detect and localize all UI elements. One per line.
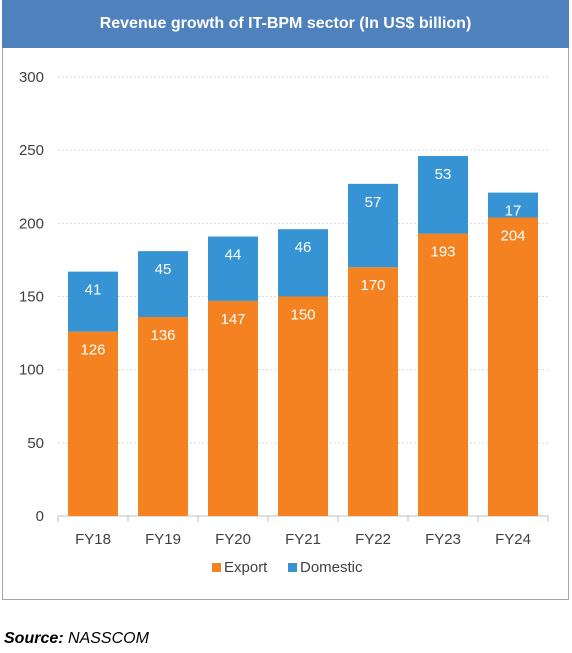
bar-export-fy21 [278, 296, 328, 516]
data-label-export-fy23: 193 [430, 244, 455, 261]
data-label-domestic-fy21: 46 [295, 239, 312, 256]
x-tick-label-fy20: FY20 [215, 531, 251, 548]
data-label-domestic-fy24: 17 [505, 203, 522, 220]
bar-export-fy22 [348, 267, 398, 516]
data-label-domestic-fy23: 53 [435, 166, 452, 183]
source-value: NASSCOM [68, 630, 149, 647]
y-tick-label-300: 300 [19, 69, 44, 86]
data-label-export-fy21: 150 [290, 307, 315, 324]
bar-export-fy20 [208, 300, 258, 516]
legend-label-export: Export [224, 559, 268, 576]
x-tick-label-fy19: FY19 [145, 531, 181, 548]
legend-label-domestic: Domestic [300, 559, 363, 576]
y-tick-label-100: 100 [19, 362, 44, 379]
source-label: Source: [4, 630, 64, 647]
bar-domestic-fy22 [348, 183, 398, 268]
bar-export-fy19 [138, 316, 188, 516]
y-tick-label-200: 200 [19, 215, 44, 232]
chart-title: Revenue growth of IT-BPM sector (In US$ … [99, 15, 472, 32]
data-label-domestic-fy19: 45 [155, 261, 172, 278]
chart-title-bar: Revenue growth of IT-BPM sector (In US$ … [2, 0, 569, 48]
bar-export-fy23 [418, 233, 468, 516]
bar-domestic-fy18 [68, 271, 118, 332]
source-note: Source: NASSCOM [4, 630, 149, 648]
x-tick-label-fy18: FY18 [75, 531, 111, 548]
legend-swatch-domestic [288, 563, 297, 572]
x-tick-label-fy22: FY22 [355, 531, 391, 548]
legend-swatch-export [212, 563, 221, 572]
data-label-export-fy20: 147 [220, 311, 245, 328]
bar-export-fy24 [488, 217, 538, 517]
x-tick-label-fy21: FY21 [285, 531, 321, 548]
bar-domestic-fy21 [278, 229, 328, 297]
y-tick-label-0: 0 [36, 508, 44, 525]
bar-domestic-fy24 [488, 192, 538, 218]
y-tick-label-150: 150 [19, 289, 44, 306]
data-label-export-fy24: 204 [500, 227, 525, 244]
y-tick-label-50: 50 [27, 435, 44, 452]
data-label-domestic-fy18: 41 [85, 282, 102, 299]
bar-domestic-fy20 [208, 236, 258, 301]
bar-export-fy18 [68, 331, 118, 516]
bar-domestic-fy23 [418, 156, 468, 234]
bar-domestic-fy19 [138, 251, 188, 317]
data-label-export-fy18: 126 [80, 342, 105, 359]
x-tick-label-fy24: FY24 [495, 531, 531, 548]
data-label-export-fy22: 170 [360, 277, 385, 294]
data-label-domestic-fy20: 44 [225, 247, 242, 264]
bar-chart: 0 50 100 150 200 250 300 126 41 FY18 136 45 FY19 147 4… [19, 69, 549, 576]
data-label-export-fy19: 136 [150, 327, 175, 344]
x-tick-label-fy23: FY23 [425, 531, 461, 548]
data-label-domestic-fy22: 57 [365, 194, 382, 211]
y-tick-label-250: 250 [19, 142, 44, 159]
